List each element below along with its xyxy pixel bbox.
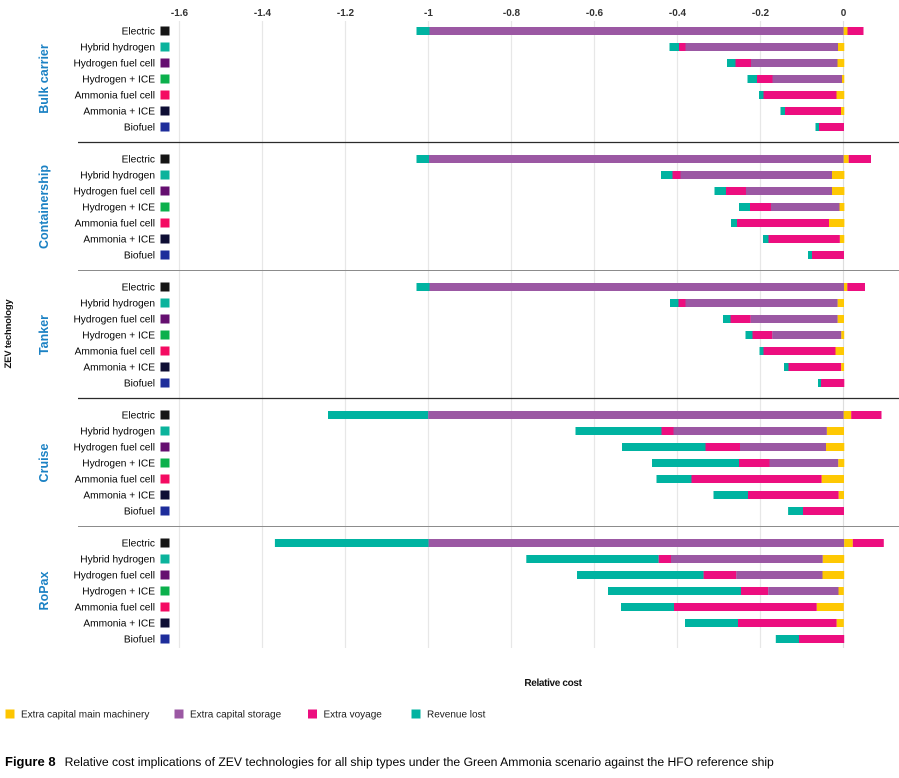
svg-text:Electric: Electric xyxy=(122,411,155,422)
svg-text:Biofuel: Biofuel xyxy=(124,635,155,646)
svg-text:Hydrogen + ICE: Hydrogen + ICE xyxy=(82,459,155,470)
svg-text:Ammonia + ICE: Ammonia + ICE xyxy=(83,363,155,374)
svg-text:-0.2: -0.2 xyxy=(752,8,770,19)
svg-text:Hydrogen fuel cell: Hydrogen fuel cell xyxy=(73,571,155,582)
svg-text:-0.6: -0.6 xyxy=(586,8,604,19)
svg-text:Hydrogen + ICE: Hydrogen + ICE xyxy=(82,203,155,214)
svg-text:-1: -1 xyxy=(424,8,433,19)
svg-text:0: 0 xyxy=(841,8,847,19)
svg-text:Hydrogen + ICE: Hydrogen + ICE xyxy=(82,331,155,342)
svg-text:RoPax: RoPax xyxy=(37,572,51,611)
svg-text:Extra capital main machinery: Extra capital main machinery xyxy=(21,710,149,721)
svg-text:Hydrogen fuel cell: Hydrogen fuel cell xyxy=(73,315,155,326)
svg-text:-1.6: -1.6 xyxy=(171,8,189,19)
svg-text:Biofuel: Biofuel xyxy=(124,379,155,390)
svg-text:Hydrogen fuel cell: Hydrogen fuel cell xyxy=(73,443,155,454)
svg-text:Biofuel: Biofuel xyxy=(124,251,155,262)
svg-text:Ammonia fuel cell: Ammonia fuel cell xyxy=(75,91,155,102)
svg-text:Extra capital storage: Extra capital storage xyxy=(190,710,282,721)
svg-text:Hydrogen fuel cell: Hydrogen fuel cell xyxy=(73,187,155,198)
svg-text:Electric: Electric xyxy=(122,155,155,166)
svg-text:Ammonia fuel cell: Ammonia fuel cell xyxy=(75,347,155,358)
svg-text:Hydrogen fuel cell: Hydrogen fuel cell xyxy=(73,59,155,70)
svg-text:Electric: Electric xyxy=(122,27,155,38)
svg-text:Hybrid hydrogen: Hybrid hydrogen xyxy=(80,43,155,54)
svg-text:Ammonia fuel cell: Ammonia fuel cell xyxy=(75,603,155,614)
svg-text:ZEV technology: ZEV technology xyxy=(3,299,14,369)
svg-text:Extra voyage: Extra voyage xyxy=(324,710,383,721)
svg-text:Biofuel: Biofuel xyxy=(124,123,155,134)
svg-text:Hybrid hydrogen: Hybrid hydrogen xyxy=(80,171,155,182)
svg-text:Ammonia + ICE: Ammonia + ICE xyxy=(83,491,155,502)
svg-text:-0.8: -0.8 xyxy=(503,8,521,19)
svg-text:-0.4: -0.4 xyxy=(669,8,687,19)
svg-text:Ammonia + ICE: Ammonia + ICE xyxy=(83,235,155,246)
svg-text:Revenue lost: Revenue lost xyxy=(427,710,486,721)
svg-text:-1.4: -1.4 xyxy=(254,8,272,19)
svg-text:Ammonia + ICE: Ammonia + ICE xyxy=(83,107,155,118)
svg-text:Containership: Containership xyxy=(37,165,51,249)
svg-text:Hybrid hydrogen: Hybrid hydrogen xyxy=(80,299,155,310)
svg-text:Cruise: Cruise xyxy=(37,444,51,483)
svg-text:Hybrid hydrogen: Hybrid hydrogen xyxy=(80,555,155,566)
svg-text:Relative cost: Relative cost xyxy=(524,678,582,689)
svg-text:Electric: Electric xyxy=(122,539,155,550)
svg-text:Ammonia + ICE: Ammonia + ICE xyxy=(83,619,155,630)
svg-text:Biofuel: Biofuel xyxy=(124,507,155,518)
svg-text:Tanker: Tanker xyxy=(37,315,51,355)
svg-text:Bulk carrier: Bulk carrier xyxy=(37,44,51,114)
svg-text:-1.2: -1.2 xyxy=(337,8,355,19)
svg-text:Hydrogen + ICE: Hydrogen + ICE xyxy=(82,75,155,86)
svg-text:Hybrid hydrogen: Hybrid hydrogen xyxy=(80,427,155,438)
svg-text:Hydrogen + ICE: Hydrogen + ICE xyxy=(82,587,155,598)
svg-text:Electric: Electric xyxy=(122,283,155,294)
svg-text:Ammonia fuel cell: Ammonia fuel cell xyxy=(75,219,155,230)
svg-text:Ammonia fuel cell: Ammonia fuel cell xyxy=(75,475,155,486)
